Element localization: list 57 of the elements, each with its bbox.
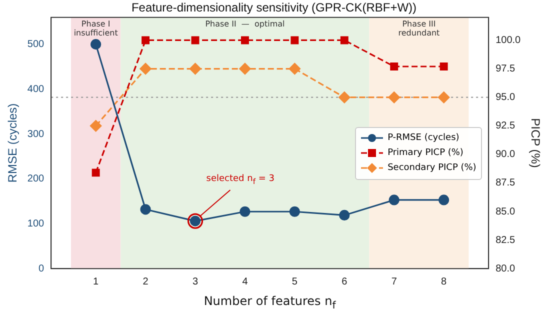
x-tick-label: 6	[342, 276, 348, 288]
y2-tick-label: 97.5	[496, 64, 516, 75]
x-tick-label: 3	[192, 276, 198, 288]
point	[191, 36, 200, 44]
x-tick-label: 2	[142, 276, 149, 288]
y-tick-label: 500	[27, 39, 45, 50]
point	[140, 204, 151, 215]
band-label: Phase II — optimal	[205, 19, 285, 28]
point	[90, 39, 102, 50]
x-tick-label: 1	[93, 276, 100, 288]
y-tick-label: 400	[27, 84, 45, 95]
point	[290, 36, 299, 44]
y-tick-label: 0	[38, 263, 45, 274]
point	[240, 36, 249, 44]
y2-tick-label: 100.0	[496, 34, 522, 46]
point	[338, 92, 350, 104]
chart-title: Feature-dimensionality sensitivity (GPR-CK(RBF+W))	[131, 0, 417, 15]
point	[240, 206, 250, 217]
y2-tick-label: 92.5	[496, 120, 516, 132]
y-tick-label: 200	[27, 174, 45, 185]
point	[140, 62, 152, 75]
point	[388, 194, 400, 206]
band-label: Phase III redundant	[398, 19, 440, 38]
point	[390, 62, 398, 70]
y-tick-label: 300	[27, 128, 45, 140]
y2-tick-label: 90.0	[496, 149, 516, 160]
x-tick-label: 8	[441, 276, 448, 288]
point	[288, 62, 300, 75]
point	[339, 210, 350, 221]
point	[239, 62, 251, 75]
band-label: Phase I insufficient	[74, 19, 118, 38]
x-tick-label: 5	[292, 276, 298, 288]
y2-tick-label: 80.0	[496, 263, 516, 274]
x-axis-title: Number of features n$_{f}$	[204, 294, 336, 311]
point	[440, 62, 448, 70]
y2-axis-title: PICP (%)	[528, 118, 542, 168]
point	[90, 120, 102, 132]
x-tick-label: 4	[242, 276, 248, 288]
legend-label: Secondary PICP (%)	[388, 163, 476, 173]
point	[142, 36, 150, 44]
point	[438, 194, 450, 206]
point	[92, 168, 100, 177]
point	[289, 206, 300, 217]
y-tick-label: 100	[27, 218, 45, 230]
x-tick-label: 7	[391, 276, 398, 288]
y2-tick-label: 82.5	[496, 234, 516, 246]
y2-tick-label: 87.5	[496, 178, 516, 189]
legend-label: Primary PICP (%)	[388, 148, 464, 158]
y2-tick-label: 95.0	[496, 92, 516, 104]
point	[189, 62, 202, 75]
point	[388, 92, 400, 104]
legend-label: P-RMSE (cycles)	[388, 133, 460, 143]
y2-tick-label: 85.0	[496, 206, 516, 218]
y-axis-title: RMSE (cycles)	[6, 103, 20, 183]
point	[340, 36, 348, 44]
point	[438, 92, 450, 104]
annotation: selected n$_{f}$ = 3	[206, 174, 274, 187]
